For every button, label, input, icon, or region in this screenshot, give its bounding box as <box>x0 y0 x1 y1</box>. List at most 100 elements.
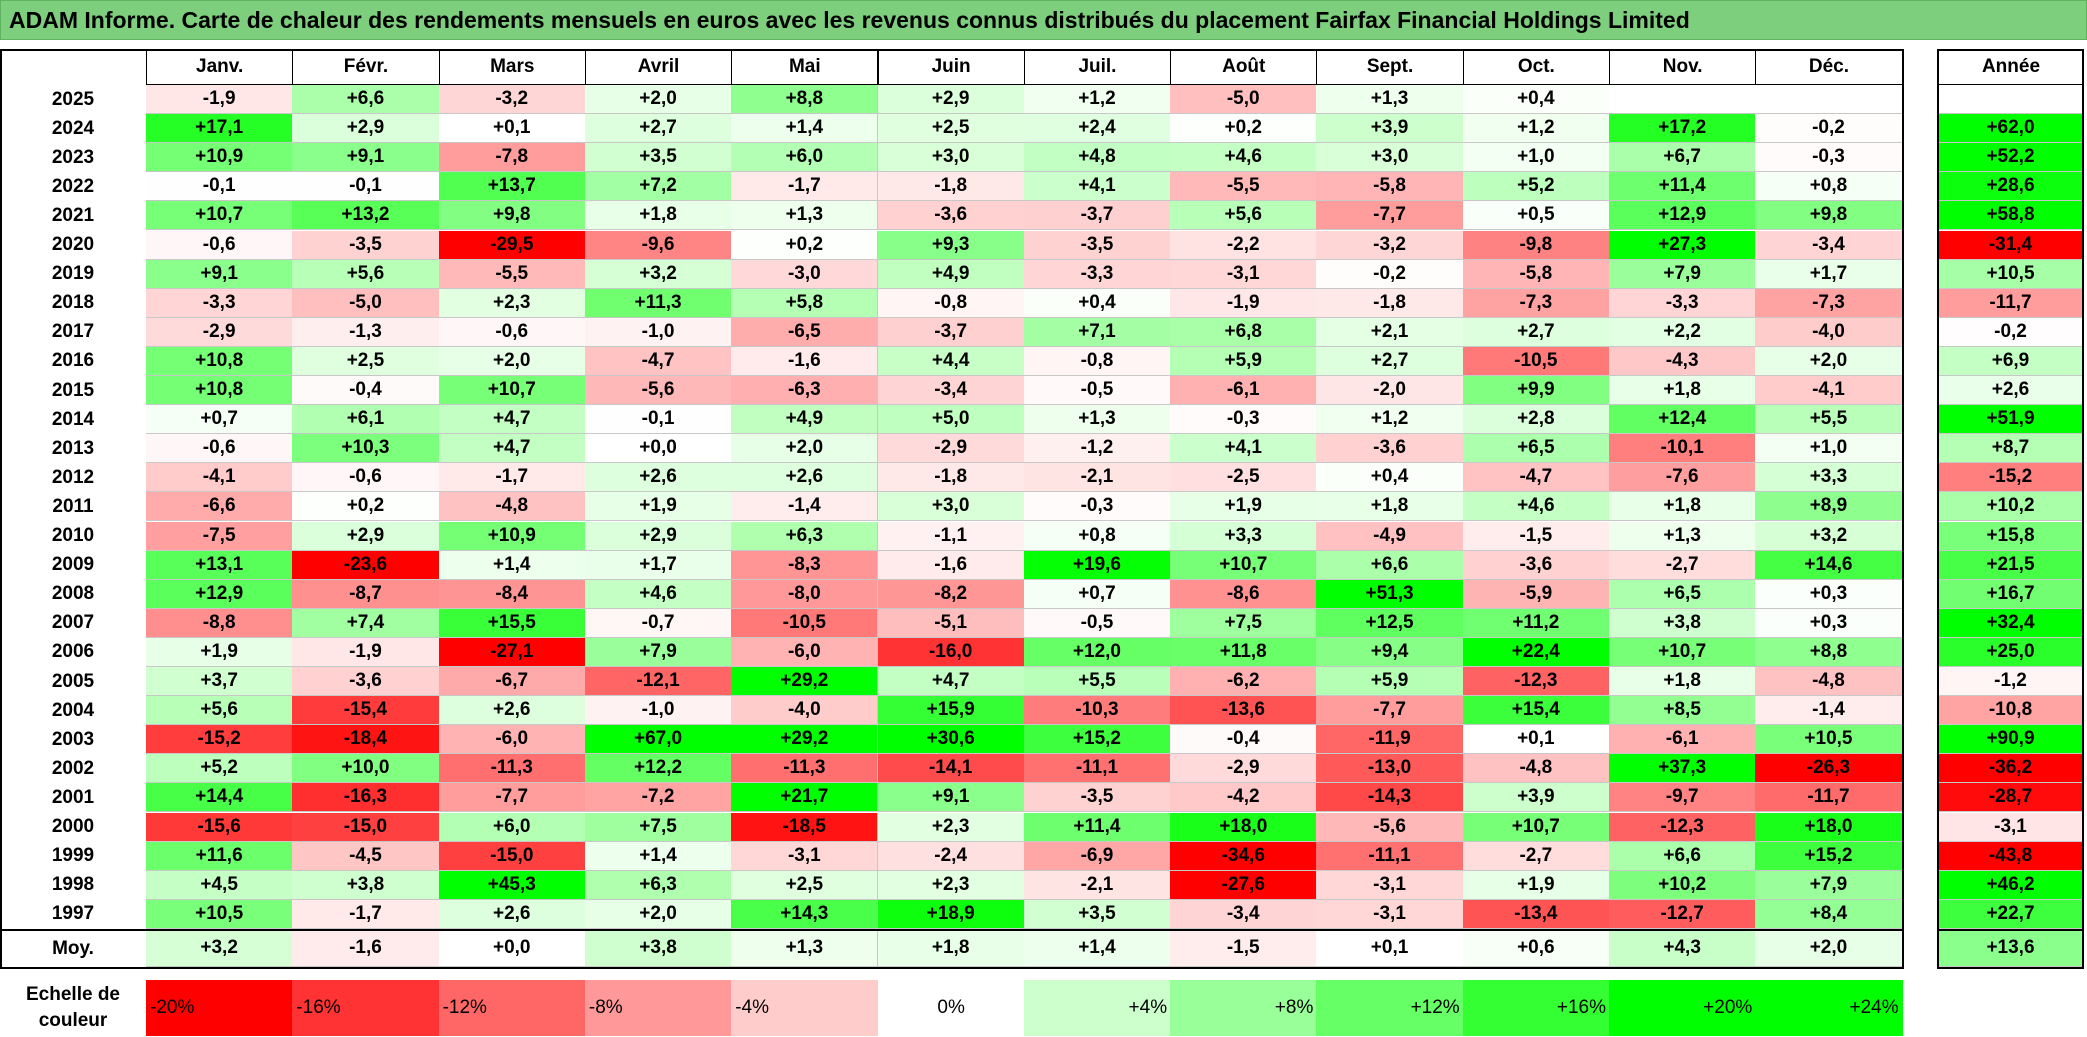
row-year-label: 2015 <box>51 379 95 401</box>
heatmap-cell: +5,9 <box>1316 667 1464 697</box>
heatmap-cell: -2,1 <box>1023 463 1172 493</box>
heatmap-cell: -27,6 <box>1170 870 1318 900</box>
heatmap-cell: +2,0 <box>584 899 733 929</box>
heatmap-cell: -0,2 <box>1755 114 1903 144</box>
heatmap-cell: -7,3 <box>1462 288 1610 318</box>
heatmap-cell: +15,4 <box>1462 696 1610 726</box>
row-year-label: 2007 <box>51 612 95 634</box>
heatmap-cell: +15,5 <box>438 608 586 638</box>
heatmap-cell: -8,3 <box>731 550 879 580</box>
heatmap-cell: -15,0 <box>438 841 586 871</box>
color-scale-step: -20% <box>146 980 294 1036</box>
month-header: Août <box>1170 49 1318 85</box>
heatmap-cell: +1,8 <box>1609 376 1757 406</box>
heatmap-cell: +4,7 <box>877 667 1025 697</box>
heatmap-cell: +8,8 <box>1755 637 1903 667</box>
annual-total-cell: -15,2 <box>1938 463 2084 493</box>
month-header: Juin <box>877 49 1025 85</box>
average-cell: +3,8 <box>584 930 733 967</box>
heatmap-cell: -1,0 <box>584 317 733 347</box>
heatmap-cell: -3,2 <box>438 85 586 115</box>
heatmap-cell: +12,0 <box>1023 637 1172 667</box>
heatmap-cell: -18,5 <box>731 812 879 842</box>
heatmap-cell: -0,3 <box>1023 492 1172 522</box>
heatmap-cell: -2,1 <box>1023 870 1172 900</box>
annual-total-cell: +90,9 <box>1938 725 2084 755</box>
heatmap-cell: +1,3 <box>1316 85 1464 115</box>
heatmap-cell: +6,5 <box>1462 434 1610 464</box>
heatmap-cell: +9,1 <box>146 259 294 289</box>
annual-total-cell: +10,5 <box>1938 259 2084 289</box>
heatmap-cell: -12,3 <box>1462 667 1610 697</box>
row-year-label: 2017 <box>51 321 95 343</box>
annual-total-cell: +15,8 <box>1938 521 2084 551</box>
heatmap-cell: +67,0 <box>584 725 733 755</box>
heatmap-cell: +1,7 <box>1755 259 1903 289</box>
row-year-label: 2023 <box>51 146 95 168</box>
average-cell: +0,0 <box>438 930 586 967</box>
heatmap-cell: +0,1 <box>438 114 586 144</box>
heatmap-cell: +1,7 <box>584 550 733 580</box>
heatmap-cell: -14,1 <box>877 754 1025 784</box>
average-cell: +0,6 <box>1462 930 1610 967</box>
month-header: Nov. <box>1609 49 1757 85</box>
heatmap-cell: +1,8 <box>1316 492 1464 522</box>
scale-label-line2: couleur <box>38 1010 108 1031</box>
heatmap-cell: -5,6 <box>1316 812 1464 842</box>
heatmap-cell: +1,9 <box>1170 492 1318 522</box>
heatmap-cell: +2,6 <box>584 463 733 493</box>
annual-total-cell: -31,4 <box>1938 230 2084 260</box>
heatmap-cell: +6,0 <box>438 812 586 842</box>
heatmap-cell: +15,9 <box>877 696 1025 726</box>
annual-total-cell: +16,7 <box>1938 579 2084 609</box>
heatmap-cell: +2,4 <box>1023 114 1172 144</box>
heatmap-cell: -5,0 <box>292 288 440 318</box>
heatmap-cell: -10,5 <box>731 608 879 638</box>
heatmap-cell: +45,3 <box>438 870 586 900</box>
heatmap-cell: -29,5 <box>438 230 586 260</box>
heatmap-cell: +4,8 <box>1023 143 1172 173</box>
heatmap-cell: +4,1 <box>1023 172 1172 202</box>
heatmap-cell: +0,8 <box>1755 172 1903 202</box>
color-scale-step: +16% <box>1462 980 1610 1036</box>
heatmap-cell: +2,6 <box>438 696 586 726</box>
heatmap-cell: +11,2 <box>1462 608 1610 638</box>
heatmap-cell: -2,4 <box>877 841 1025 871</box>
heatmap-cell: +12,2 <box>584 754 733 784</box>
month-header: Sept. <box>1316 49 1464 85</box>
heatmap-cell: -5,8 <box>1316 172 1464 202</box>
heatmap-cell: -2,5 <box>1170 463 1318 493</box>
row-year-label: 2018 <box>51 292 95 314</box>
row-year-label: 2013 <box>51 437 95 459</box>
color-scale-label: Echelle de couleur <box>0 980 146 1036</box>
heatmap-cell: -34,6 <box>1170 841 1318 871</box>
heatmap-cell: +0,7 <box>146 405 294 435</box>
heatmap-cell: +10,7 <box>1462 812 1610 842</box>
heatmap-cell: +10,7 <box>438 376 586 406</box>
heatmap-cell: +4,9 <box>731 405 879 435</box>
heatmap-cell: -4,8 <box>1462 754 1610 784</box>
heatmap-cell: +6,5 <box>1609 579 1757 609</box>
heatmap-cell: -5,5 <box>1170 172 1318 202</box>
heatmap-cell: -4,2 <box>1170 783 1318 813</box>
heatmap-cell: -0,8 <box>1023 346 1172 376</box>
heatmap-cell: -7,6 <box>1609 463 1757 493</box>
heatmap-cell: -0,6 <box>438 317 586 347</box>
heatmap-cell: +3,9 <box>1462 783 1610 813</box>
heatmap-cell: +2,6 <box>438 899 586 929</box>
annual-total-cell: -3,1 <box>1938 812 2084 842</box>
heatmap-cell: +13,1 <box>146 550 294 580</box>
heatmap-cell: +5,2 <box>146 754 294 784</box>
heatmap-cell: +4,6 <box>1170 143 1318 173</box>
average-cell: -1,5 <box>1170 930 1318 967</box>
heatmap-cell: -3,6 <box>292 667 440 697</box>
heatmap-cell: +1,4 <box>731 114 879 144</box>
heatmap-cell: -13,4 <box>1462 899 1610 929</box>
heatmap-cell: -4,3 <box>1609 346 1757 376</box>
heatmap-cell: -1,4 <box>1755 696 1903 726</box>
color-scale-step: -12% <box>438 980 586 1036</box>
annual-total-cell: -28,7 <box>1938 783 2084 813</box>
heatmap-cell: +10,2 <box>1609 870 1757 900</box>
heatmap-cell: +14,4 <box>146 783 294 813</box>
heatmap-cell: -1,9 <box>146 85 294 115</box>
